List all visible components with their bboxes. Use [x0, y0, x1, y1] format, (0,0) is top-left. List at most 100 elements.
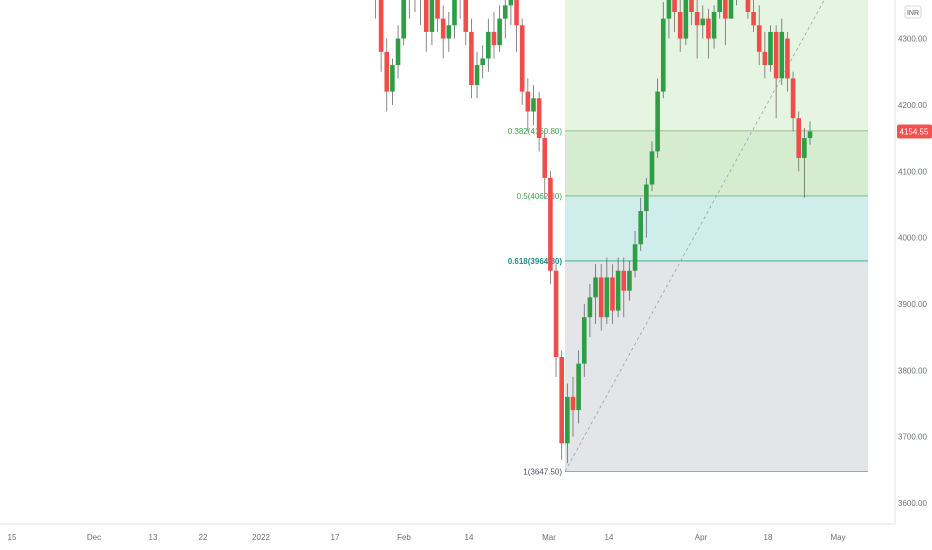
candle[interactable] — [423, 0, 429, 52]
candle[interactable] — [570, 376, 576, 437]
candle[interactable] — [531, 84, 536, 125]
candle[interactable] — [779, 18, 785, 85]
candle-body — [756, 25, 762, 52]
candle-body — [802, 138, 807, 158]
candle[interactable] — [565, 383, 570, 464]
candle[interactable] — [401, 0, 406, 46]
candle-body — [683, 0, 689, 39]
candle[interactable] — [768, 25, 773, 72]
candle[interactable] — [576, 350, 581, 424]
candle-body — [700, 18, 706, 26]
fib-trend-line[interactable] — [564, 0, 868, 472]
candle[interactable] — [542, 131, 548, 198]
candle[interactable] — [785, 31, 790, 92]
fibonacci-retracement[interactable]: 0(4478.05)0.382(4160.80)0.5(4062.80)0.61… — [508, 0, 868, 476]
candle[interactable] — [418, 0, 423, 26]
fib-zone-0382-05 — [565, 130, 868, 196]
candle[interactable] — [615, 257, 621, 318]
candle[interactable] — [581, 303, 587, 377]
candle[interactable] — [745, 0, 751, 19]
candle[interactable] — [711, 5, 717, 49]
candle[interactable] — [632, 230, 638, 278]
time-axis[interactable]: 15 Dec 13 22 2022 17 Feb 14 Mar 14 Apr 18 May — [8, 533, 846, 542]
candle[interactable] — [407, 0, 412, 19]
candle[interactable] — [683, 0, 689, 46]
candle[interactable] — [429, 0, 435, 46]
candle-body — [717, 0, 723, 13]
candle[interactable] — [378, 0, 384, 72]
y-tick-label: 3700.00 — [898, 433, 927, 442]
candle[interactable] — [660, 2, 666, 99]
candle[interactable] — [525, 78, 531, 132]
candle[interactable] — [463, 0, 469, 46]
price-axis[interactable]: 3600.00 3700.00 3800.00 3900.00 4000.00 4100.… — [898, 0, 927, 508]
candle[interactable] — [689, 0, 694, 26]
y-tick-label: 4000.00 — [898, 234, 927, 243]
candle[interactable] — [474, 51, 480, 99]
candle[interactable] — [756, 5, 762, 66]
candle[interactable] — [773, 25, 779, 119]
candle[interactable] — [644, 177, 649, 238]
candles-layer — [373, 0, 813, 464]
candle[interactable] — [593, 264, 598, 324]
candle[interactable] — [519, 18, 525, 105]
candle[interactable] — [723, 0, 728, 46]
candle[interactable] — [587, 284, 593, 338]
candle[interactable] — [649, 141, 655, 192]
candle[interactable] — [677, 0, 683, 52]
candle[interactable] — [395, 25, 401, 79]
candle[interactable] — [610, 264, 615, 324]
candle[interactable] — [638, 197, 643, 251]
candle-body — [452, 0, 457, 26]
candle-body — [604, 277, 610, 318]
candle[interactable] — [458, 0, 463, 19]
candle[interactable] — [807, 121, 813, 145]
candle[interactable] — [413, 0, 418, 13]
candle[interactable] — [672, 0, 677, 32]
candle-body — [779, 31, 785, 79]
candle[interactable] — [469, 18, 474, 99]
candle[interactable] — [559, 350, 564, 460]
candle[interactable] — [604, 257, 610, 324]
candle[interactable] — [700, 5, 706, 39]
candle[interactable] — [655, 78, 660, 158]
candle[interactable] — [536, 91, 542, 152]
candle-body — [632, 244, 638, 271]
candle[interactable] — [548, 171, 553, 285]
candle[interactable] — [491, 12, 497, 59]
candle[interactable] — [446, 12, 452, 52]
candle[interactable] — [802, 128, 807, 198]
candle[interactable] — [502, 0, 508, 39]
candle-body — [785, 38, 790, 79]
candle[interactable] — [384, 38, 390, 112]
candle[interactable] — [751, 0, 756, 32]
candle[interactable] — [480, 45, 485, 79]
candle[interactable] — [435, 0, 440, 32]
candle[interactable] — [728, 0, 734, 19]
candle[interactable] — [508, 0, 514, 26]
candle[interactable] — [762, 31, 768, 79]
candle-body — [423, 0, 429, 32]
y-tick-label: 3800.00 — [898, 366, 927, 375]
candle[interactable] — [598, 264, 604, 331]
candle[interactable] — [717, 0, 723, 19]
candle[interactable] — [390, 58, 395, 105]
candle[interactable] — [706, 8, 711, 59]
candle[interactable] — [621, 257, 627, 318]
candle[interactable] — [497, 5, 502, 52]
x-tick-label: 17 — [331, 533, 340, 542]
candle[interactable] — [553, 264, 559, 377]
candle[interactable] — [790, 71, 796, 132]
candle[interactable] — [440, 5, 446, 59]
candle[interactable] — [514, 0, 519, 52]
candle-body — [514, 0, 519, 26]
candle[interactable] — [373, 0, 378, 19]
candle[interactable] — [666, 0, 672, 39]
candle[interactable] — [796, 111, 802, 172]
candle[interactable] — [627, 260, 632, 301]
candle[interactable] — [694, 0, 700, 59]
candle[interactable] — [486, 18, 491, 72]
candle[interactable] — [452, 0, 457, 39]
y-tick-label: 4300.00 — [898, 35, 927, 44]
